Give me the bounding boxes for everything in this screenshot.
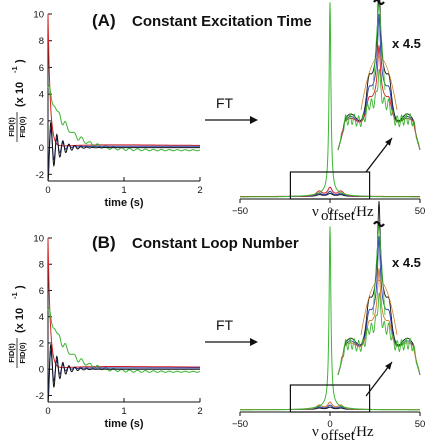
y-tick-label: -2 <box>36 391 44 402</box>
zoom-series-green <box>337 292 421 376</box>
axis-break-mark <box>373 220 385 228</box>
fid-series-red <box>47 237 200 369</box>
ft-label-a: FT <box>216 95 234 111</box>
x-tick-label: 50 <box>415 206 426 217</box>
panel-a-letter: (A) <box>92 11 116 30</box>
y-tick-label: 10 <box>33 234 44 245</box>
nu-symbol: ν <box>312 424 319 440</box>
fid-series-blue <box>47 128 200 175</box>
fid-series-black <box>47 122 200 182</box>
zoom-peak-orange <box>360 56 398 111</box>
y-tick-label: 8 <box>39 36 44 47</box>
spectrum-xlabel-a: ν offset/Hz <box>312 204 374 224</box>
panel-a-title: Constant Excitation Time <box>132 13 312 30</box>
y-label-group: FID(t) FID(0) (x 10 -1) <box>7 59 27 142</box>
y-label-exponent: -1 <box>10 292 19 299</box>
spectrum-series-red <box>240 186 420 197</box>
x-tick-label: 50 <box>415 419 426 430</box>
y-label-close: ) <box>14 285 26 289</box>
zoom-series-green <box>337 68 421 151</box>
ft-arrowhead-b <box>250 338 258 346</box>
y-label-factor: (x 10 <box>14 82 26 107</box>
spectrum-xlabel-b: ν offset/Hz <box>312 424 374 444</box>
nu-unit: /Hz <box>352 204 374 220</box>
y-label-exponent: -1 <box>10 66 19 73</box>
ft-label-b: FT <box>216 317 234 333</box>
fid-series-green <box>47 85 201 152</box>
x-tick-label: 2 <box>197 406 202 417</box>
x-tick-label: 2 <box>197 185 202 196</box>
nu-subscript: offset <box>321 428 356 444</box>
y-tick-label: 6 <box>39 286 44 297</box>
y-label-denominator: FID(0) <box>18 116 27 138</box>
y-label-numerator: FID(t) <box>7 343 16 363</box>
fid-series-blue <box>47 350 200 396</box>
y-tick-label: 2 <box>39 116 44 127</box>
spectrum-plot-b: −50 0 50 <box>232 226 425 430</box>
fid-series-green <box>47 307 201 373</box>
x-tick-label: 0 <box>327 206 332 217</box>
y-label-close: ) <box>14 59 26 63</box>
x-tick-label: 0 <box>45 185 50 196</box>
y-tick-label: 0 <box>39 143 44 154</box>
scale-label-b: x 4.5 <box>392 255 421 270</box>
y-label-factor: (x 10 <box>14 308 26 333</box>
y-tick-label: 8 <box>39 260 44 271</box>
zoom-series-orange <box>337 268 421 376</box>
spectrum-series-green <box>240 2 420 198</box>
ft-arrowhead-a <box>250 116 258 124</box>
zoom-peak-orange <box>360 280 398 336</box>
y-tick-label: 4 <box>39 90 44 101</box>
y-tick-label: 0 <box>39 365 44 376</box>
spectrum-series-blue <box>240 190 420 197</box>
panel-b-title: Constant Loop Number <box>132 235 299 252</box>
y-tick-label: 6 <box>39 63 44 74</box>
x-tick-label: 0 <box>327 419 332 430</box>
y-tick-label: 2 <box>39 338 44 349</box>
x-tick-label: 1 <box>121 406 126 417</box>
panel-b-letter: (B) <box>92 233 116 252</box>
y-tick-label: 10 <box>33 10 44 21</box>
nu-symbol: ν <box>312 204 319 220</box>
y-tick-label: 4 <box>39 312 44 323</box>
y-axis-label-b: FID(t) FID(0) (x 10 -1) <box>7 285 27 368</box>
nu-subscript: offset <box>321 208 356 224</box>
fid-series-red <box>47 13 200 147</box>
zoom-inset-b <box>337 201 421 397</box>
zoom-inset-a <box>337 0 421 173</box>
zoom-peak-green <box>372 0 386 91</box>
nu-unit: /Hz <box>352 424 374 440</box>
x-tick-label: 0 <box>45 406 50 417</box>
x-tick-label: 1 <box>121 185 126 196</box>
spectrum-series-green <box>240 226 420 411</box>
zoom-peak-green <box>372 221 386 316</box>
spectrum-series-orange <box>240 401 420 410</box>
zoom-box <box>289 171 371 200</box>
x-tick-label: −50 <box>232 206 248 217</box>
zoom-arrowhead <box>385 138 392 146</box>
x-axis-label: time (s) <box>104 418 143 430</box>
y-label-group: FID(t) FID(0) (x 10 -1) <box>7 285 27 368</box>
y-axis-label-a: FID(t) FID(0) (x 10 -1) <box>7 59 27 142</box>
zoom-series-red <box>337 45 421 151</box>
x-tick-label: −50 <box>232 419 248 430</box>
spectrum-plot-a: −50 0 50 <box>232 2 425 217</box>
zoom-arrowhead <box>385 362 392 370</box>
y-tick-label: -2 <box>36 170 44 181</box>
fid-series-black <box>47 344 200 403</box>
scale-label-a: x 4.5 <box>392 36 421 51</box>
zoom-box <box>289 384 371 413</box>
x-axis-label: time (s) <box>104 197 143 209</box>
axis-break-mark <box>373 0 385 6</box>
zoom-series-blue <box>337 14 421 151</box>
y-label-numerator: FID(t) <box>7 117 16 137</box>
y-label-denominator: FID(0) <box>18 342 27 364</box>
